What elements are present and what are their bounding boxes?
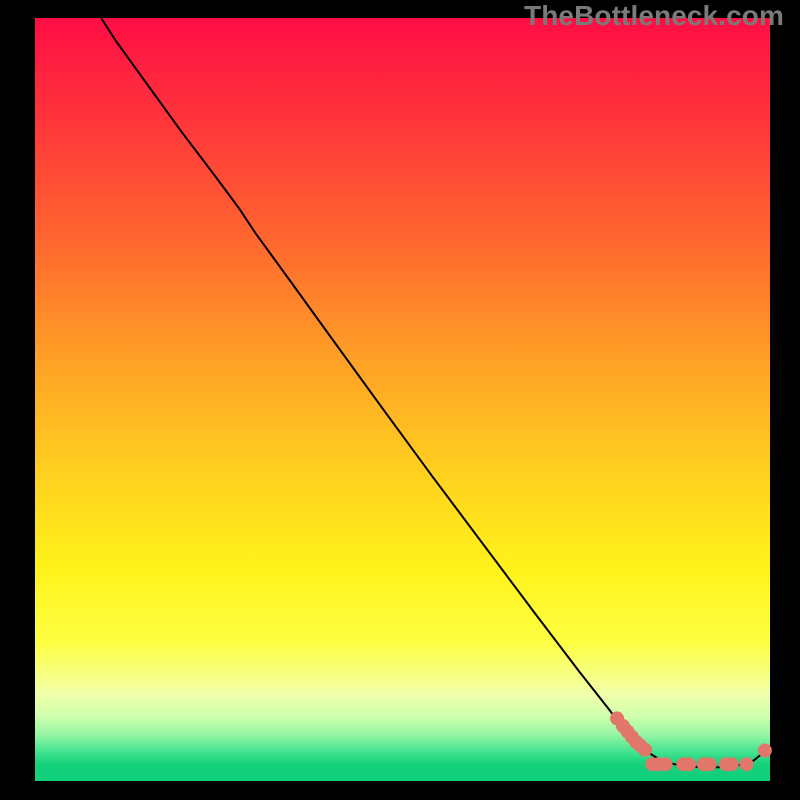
scatter-point bbox=[703, 758, 716, 771]
scatter-point bbox=[758, 744, 771, 757]
bottleneck-chart bbox=[0, 0, 800, 800]
scatter-point bbox=[740, 758, 753, 771]
scatter-point bbox=[683, 758, 696, 771]
scatter-point bbox=[725, 758, 738, 771]
scatter-point bbox=[659, 758, 672, 771]
watermark-text: TheBottleneck.com bbox=[524, 0, 784, 32]
stage: TheBottleneck.com bbox=[0, 0, 800, 800]
scatter-point bbox=[639, 743, 652, 756]
chart-background bbox=[35, 18, 770, 781]
